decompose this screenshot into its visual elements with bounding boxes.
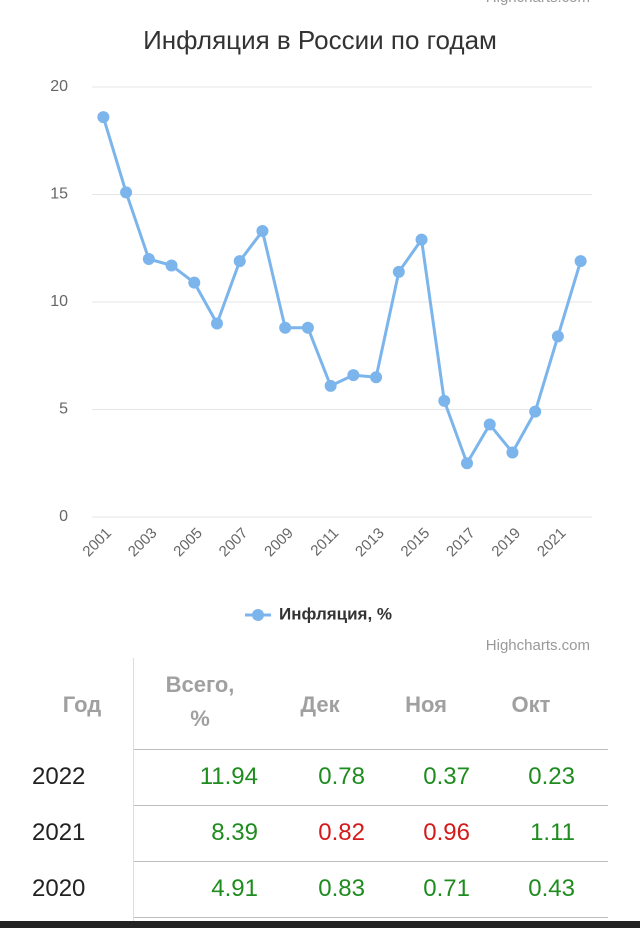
column-header: Год xyxy=(62,692,102,717)
data-point xyxy=(97,111,110,124)
value-cell: 1.11 xyxy=(530,819,575,846)
data-point xyxy=(279,321,292,334)
data-point xyxy=(120,186,133,199)
row-divider xyxy=(134,861,608,862)
value-cell: 0.83 xyxy=(318,875,365,902)
data-point xyxy=(483,418,496,431)
y-tick-label: 20 xyxy=(50,78,68,95)
x-tick-label: 2019 xyxy=(488,525,524,561)
year-cell: 2021 xyxy=(32,819,86,846)
data-point xyxy=(324,379,337,392)
value-cell: 11.94 xyxy=(199,763,258,790)
data-point xyxy=(211,317,223,330)
x-tick-label: 2013 xyxy=(352,525,388,561)
value-cell: 4.91 xyxy=(211,875,258,902)
value-cell: 0.71 xyxy=(423,875,470,902)
data-point xyxy=(438,394,451,407)
x-tick-label: 2003 xyxy=(125,525,161,561)
column-header: Окт xyxy=(511,692,551,717)
row-divider xyxy=(134,749,608,750)
credits-top[interactable]: Highcharts.com xyxy=(486,0,590,6)
x-tick-label: 2015 xyxy=(398,525,434,561)
x-tick-label: 2001 xyxy=(79,525,115,561)
legend-marker xyxy=(252,609,264,621)
legend-label: Инфляция, % xyxy=(279,604,392,623)
data-point xyxy=(506,446,519,459)
x-tick-label: 2009 xyxy=(261,525,297,561)
x-tick-label: 2017 xyxy=(443,525,479,561)
data-point xyxy=(392,265,405,278)
data-point xyxy=(370,371,383,384)
data-point xyxy=(347,369,360,382)
data-point xyxy=(415,233,428,246)
chart: Highcharts.com Инфляция в России по года… xyxy=(50,0,592,654)
credits[interactable]: Highcharts.com xyxy=(486,637,590,654)
value-cell: 0.82 xyxy=(318,819,365,846)
data-point xyxy=(301,321,314,334)
data-point xyxy=(529,405,542,418)
column-header: Всего, % xyxy=(165,672,235,731)
data-point xyxy=(165,259,178,272)
row-divider xyxy=(134,917,608,918)
data-point xyxy=(233,255,246,268)
value-cell: 0.37 xyxy=(423,763,470,790)
value-cell: 0.78 xyxy=(318,763,365,790)
y-tick-label: 0 xyxy=(59,508,68,525)
chart-title: Инфляция в России по годам xyxy=(143,25,497,55)
row-divider xyxy=(134,805,608,806)
value-cell: 8.39 xyxy=(211,819,258,846)
data-point xyxy=(574,255,587,268)
value-cell: 0.96 xyxy=(423,819,470,846)
column-header: Ноя xyxy=(405,692,447,717)
data-point xyxy=(188,276,201,289)
data-point xyxy=(142,253,155,265)
x-tick-label: 2007 xyxy=(216,525,252,561)
column-divider xyxy=(133,658,134,928)
data-point xyxy=(551,330,564,343)
data-point xyxy=(461,457,473,470)
y-tick-label: 5 xyxy=(59,401,68,418)
data-point xyxy=(256,225,269,238)
x-tick-label: 2021 xyxy=(534,525,570,561)
x-tick-label: 2011 xyxy=(307,525,342,560)
x-tick-label: 2005 xyxy=(170,525,206,561)
column-header: Дек xyxy=(300,692,340,717)
y-tick-label: 10 xyxy=(50,293,68,310)
value-cell: 0.23 xyxy=(528,763,575,790)
bottom-bar xyxy=(0,921,640,928)
series-line xyxy=(101,116,583,465)
value-cell: 0.43 xyxy=(528,875,575,902)
year-cell: 2020 xyxy=(32,875,86,902)
year-cell: 2022 xyxy=(32,763,86,790)
y-tick-label: 15 xyxy=(50,186,68,203)
